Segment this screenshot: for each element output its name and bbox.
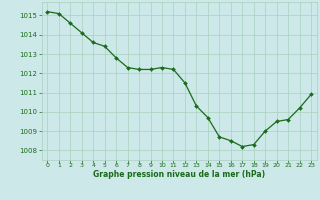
X-axis label: Graphe pression niveau de la mer (hPa): Graphe pression niveau de la mer (hPa)	[93, 170, 265, 179]
